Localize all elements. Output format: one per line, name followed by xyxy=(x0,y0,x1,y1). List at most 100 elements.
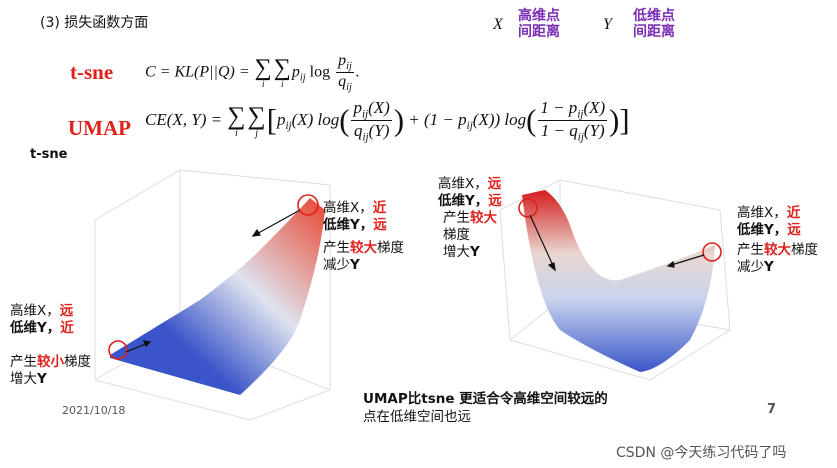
text: (X)) log xyxy=(472,109,527,129)
text: ∑ xyxy=(247,101,266,131)
element: 增大Y xyxy=(10,371,91,388)
text: ij xyxy=(361,108,369,121)
text: (X) xyxy=(368,98,390,117)
heading: (3) 损失函数方面 xyxy=(40,15,149,31)
element: ∑ i xyxy=(274,56,291,90)
text: (Y) xyxy=(583,121,605,141)
text: 产生 xyxy=(323,240,350,256)
text: ij xyxy=(466,120,473,133)
element: 产生较大梯度 xyxy=(737,242,818,259)
text: 梯度 xyxy=(64,354,91,370)
text: i xyxy=(261,78,265,90)
text: 较小 xyxy=(37,354,64,370)
text: j xyxy=(255,127,259,139)
element: ∑ i xyxy=(227,103,245,139)
text: log xyxy=(305,63,335,81)
element xyxy=(251,228,261,237)
text: 近 xyxy=(786,205,801,221)
umap-formula: CE(X, Y) = ∑ i ∑ j [pij(X) log(pij(X) qij(Y))… xyxy=(145,98,630,144)
element: qij xyxy=(338,73,352,93)
conclusion: UMAP比tsne 更适合令高维空间较远的 点在低维空间也远 xyxy=(363,390,608,426)
text: ij xyxy=(346,82,352,94)
text: Y xyxy=(37,371,47,387)
text: 点在低维空间也远 xyxy=(363,409,471,425)
text: 减少 xyxy=(737,259,764,275)
watermark: CSDN @今天练习代码了吗 xyxy=(616,445,787,461)
text: 1 − p xyxy=(540,98,578,117)
element xyxy=(547,262,556,272)
element xyxy=(666,260,675,268)
text: 低维点 xyxy=(633,8,675,24)
text: 较大 xyxy=(764,242,791,258)
annotation: 高维X，远 低维Y，远 产生较大 梯度 增大Y xyxy=(438,176,502,261)
date: 2021/10/18 xyxy=(62,404,126,417)
text: ∑ xyxy=(227,101,246,131)
text: (X) xyxy=(583,98,606,117)
text: 低维Y， xyxy=(323,217,374,233)
annotation: 高维X，远 低维Y，近 产生较小梯度 增大Y xyxy=(10,303,91,388)
text: 梯度 xyxy=(443,227,470,243)
element: 1 − pij(X) xyxy=(538,98,608,122)
element: qij(Y) xyxy=(354,121,389,143)
text: 远 xyxy=(488,193,502,209)
element: ∑ j xyxy=(248,103,266,139)
element xyxy=(518,198,538,218)
text: p xyxy=(353,98,362,117)
text: 高维X， xyxy=(438,176,488,192)
text: (X) log xyxy=(291,109,340,129)
page-number: 7 xyxy=(767,402,777,417)
symbol: X xyxy=(493,16,503,33)
symbol: Y xyxy=(603,16,612,33)
text: 近 xyxy=(372,200,387,216)
element: 高维X，远 xyxy=(10,303,91,320)
element: 高维X，远 xyxy=(438,176,502,193)
text: p xyxy=(291,63,300,81)
text: ij xyxy=(577,131,584,144)
text: i xyxy=(280,78,284,90)
element xyxy=(252,209,301,237)
text: ) xyxy=(609,103,620,138)
element: pij(X) xyxy=(351,98,392,122)
umap-name: UMAP xyxy=(68,116,131,140)
text: 增大 xyxy=(443,244,470,260)
element: 低维Y，远 xyxy=(438,193,502,210)
text: 高维点 xyxy=(518,8,560,24)
text: ij xyxy=(577,108,584,121)
text: ] xyxy=(619,103,630,138)
text: p xyxy=(458,109,467,129)
left-surface xyxy=(110,198,325,395)
element: 低维Y，近 xyxy=(10,320,91,337)
text: q xyxy=(353,121,363,141)
text: 间距离 xyxy=(518,24,560,40)
element xyxy=(297,194,319,216)
text: 高维X， xyxy=(10,303,60,319)
text: 较大 xyxy=(470,210,497,226)
text: 近 xyxy=(60,320,74,336)
text: 梯度 xyxy=(377,240,404,256)
arrows xyxy=(125,209,705,353)
element: 低维Y，远 xyxy=(737,222,818,239)
element xyxy=(108,340,128,360)
element xyxy=(529,214,556,271)
text: 远 xyxy=(787,222,801,238)
text: p xyxy=(276,109,286,129)
plot-label: t-sne xyxy=(30,147,68,162)
element: 减少Y xyxy=(323,257,404,274)
text: 较大 xyxy=(350,240,377,256)
text: C = KL(P||Q) = xyxy=(145,63,254,81)
text: 远 xyxy=(59,303,74,319)
text: ( xyxy=(339,103,350,138)
text: p xyxy=(338,52,347,69)
text: ij xyxy=(346,61,352,73)
text: 梯度 xyxy=(791,242,818,258)
annotation: 高维X，近 低维Y，远 产生较大梯度 减少Y xyxy=(323,200,404,274)
circles xyxy=(108,194,722,360)
element: 产生较大 xyxy=(438,210,502,227)
text: ( xyxy=(526,103,537,138)
text: 低维Y， xyxy=(10,320,61,336)
legend-label: 高维点 间距离 xyxy=(518,8,560,40)
annotation: 高维X，近 低维Y，远 产生较大梯度 减少Y xyxy=(737,205,818,276)
text: + (1 − xyxy=(404,109,459,129)
